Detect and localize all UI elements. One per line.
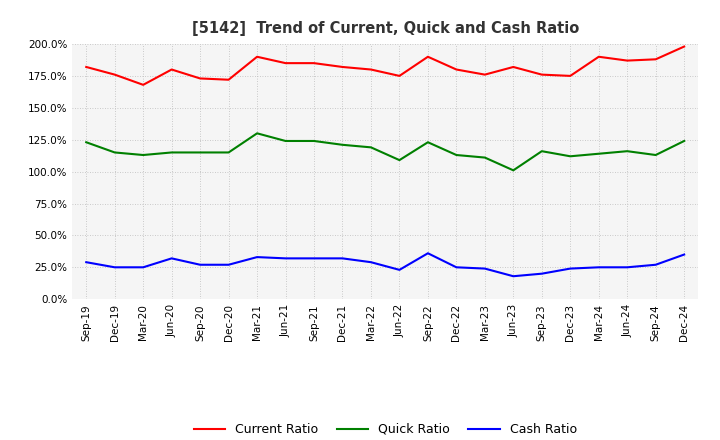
Quick Ratio <box>395 158 404 163</box>
Cash Ratio <box>225 262 233 268</box>
Quick Ratio <box>167 150 176 155</box>
Cash Ratio <box>110 265 119 270</box>
Quick Ratio <box>537 149 546 154</box>
Current Ratio <box>680 44 688 49</box>
Quick Ratio <box>310 138 318 143</box>
Cash Ratio <box>680 252 688 257</box>
Quick Ratio <box>110 150 119 155</box>
Cash Ratio <box>395 267 404 272</box>
Current Ratio <box>110 72 119 77</box>
Cash Ratio <box>652 262 660 268</box>
Cash Ratio <box>623 265 631 270</box>
Quick Ratio <box>282 138 290 143</box>
Current Ratio <box>623 58 631 63</box>
Current Ratio <box>595 54 603 59</box>
Current Ratio <box>395 73 404 78</box>
Current Ratio <box>509 64 518 70</box>
Current Ratio <box>310 60 318 66</box>
Cash Ratio <box>366 260 375 265</box>
Line: Current Ratio: Current Ratio <box>86 47 684 85</box>
Current Ratio <box>139 82 148 88</box>
Cash Ratio <box>509 274 518 279</box>
Cash Ratio <box>196 262 204 268</box>
Quick Ratio <box>480 155 489 160</box>
Line: Quick Ratio: Quick Ratio <box>86 133 684 170</box>
Quick Ratio <box>82 139 91 145</box>
Quick Ratio <box>423 139 432 145</box>
Cash Ratio <box>338 256 347 261</box>
Current Ratio <box>480 72 489 77</box>
Current Ratio <box>253 54 261 59</box>
Current Ratio <box>566 73 575 78</box>
Cash Ratio <box>595 265 603 270</box>
Quick Ratio <box>196 150 204 155</box>
Quick Ratio <box>509 168 518 173</box>
Legend: Current Ratio, Quick Ratio, Cash Ratio: Current Ratio, Quick Ratio, Cash Ratio <box>189 418 582 440</box>
Current Ratio <box>225 77 233 82</box>
Quick Ratio <box>253 131 261 136</box>
Cash Ratio <box>253 254 261 260</box>
Quick Ratio <box>595 151 603 156</box>
Quick Ratio <box>338 142 347 147</box>
Current Ratio <box>82 64 91 70</box>
Cash Ratio <box>82 260 91 265</box>
Quick Ratio <box>680 138 688 143</box>
Current Ratio <box>167 67 176 72</box>
Cash Ratio <box>139 265 148 270</box>
Quick Ratio <box>623 149 631 154</box>
Current Ratio <box>652 57 660 62</box>
Cash Ratio <box>537 271 546 276</box>
Quick Ratio <box>225 150 233 155</box>
Cash Ratio <box>566 266 575 271</box>
Current Ratio <box>423 54 432 59</box>
Current Ratio <box>537 72 546 77</box>
Quick Ratio <box>139 152 148 158</box>
Current Ratio <box>196 76 204 81</box>
Cash Ratio <box>423 251 432 256</box>
Cash Ratio <box>310 256 318 261</box>
Cash Ratio <box>167 256 176 261</box>
Quick Ratio <box>566 154 575 159</box>
Current Ratio <box>338 64 347 70</box>
Quick Ratio <box>452 152 461 158</box>
Current Ratio <box>366 67 375 72</box>
Current Ratio <box>282 60 290 66</box>
Title: [5142]  Trend of Current, Quick and Cash Ratio: [5142] Trend of Current, Quick and Cash … <box>192 21 579 36</box>
Cash Ratio <box>452 265 461 270</box>
Quick Ratio <box>652 152 660 158</box>
Cash Ratio <box>480 266 489 271</box>
Cash Ratio <box>282 256 290 261</box>
Line: Cash Ratio: Cash Ratio <box>86 253 684 276</box>
Quick Ratio <box>366 145 375 150</box>
Current Ratio <box>452 67 461 72</box>
